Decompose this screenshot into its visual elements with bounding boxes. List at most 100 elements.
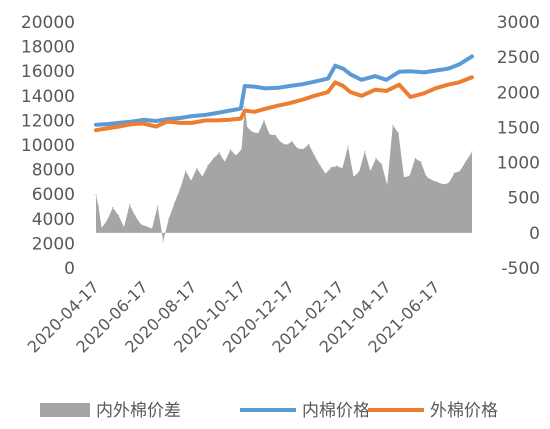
spread-point xyxy=(257,132,259,134)
spread-point xyxy=(420,161,422,163)
left-axis-tick-label: 10000 xyxy=(21,136,75,156)
domestic-price-point xyxy=(154,119,158,123)
spread-point xyxy=(280,141,282,143)
foreign-price-point xyxy=(179,121,182,125)
spread-point xyxy=(263,119,265,121)
spread-point xyxy=(129,204,131,206)
foreign-price-point xyxy=(117,125,120,128)
spread-point xyxy=(459,170,461,172)
spread-point xyxy=(213,157,215,159)
domestic-price-point xyxy=(422,71,426,74)
spread-point xyxy=(106,219,108,221)
spread-point xyxy=(151,228,153,230)
right-axis-ticks: -500 0 500 1000 1500 2000 2500 3000 xyxy=(497,13,540,279)
left-axis-tick-label: 2000 xyxy=(32,234,75,254)
domestic-price-point xyxy=(264,87,267,90)
domestic-price-point xyxy=(446,67,450,70)
foreign-price-point xyxy=(342,84,345,88)
domestic-price-point xyxy=(434,69,437,72)
spread-point xyxy=(414,157,416,159)
spread-point xyxy=(140,223,142,225)
right-axis-tick-label: 500 xyxy=(508,189,540,209)
spread-point xyxy=(145,225,147,228)
left-axis-tick-label: 18000 xyxy=(21,38,75,58)
domestic-price-point xyxy=(253,85,256,88)
spread-point xyxy=(285,144,287,146)
right-axis-tick-label: 3000 xyxy=(497,13,540,33)
domestic-price-point xyxy=(277,86,280,90)
spread-point xyxy=(336,165,338,167)
foreign-price-point xyxy=(215,119,218,122)
foreign-price-point xyxy=(253,110,256,114)
price-lines-layer xyxy=(94,54,474,133)
domestic-price-point xyxy=(409,70,412,73)
left-axis-tick-label: 20000 xyxy=(21,13,75,33)
spread-point xyxy=(341,167,343,169)
spread-point xyxy=(207,164,209,166)
spread-point xyxy=(224,161,226,163)
foreign-price-point xyxy=(360,94,363,98)
domestic-price-point xyxy=(142,118,145,122)
domestic-price-point xyxy=(228,109,231,112)
foreign-price-point xyxy=(422,92,426,95)
foreign-price-point xyxy=(277,104,280,107)
spread-point xyxy=(274,134,276,136)
domestic-price-point xyxy=(313,80,316,83)
domestic-price-point xyxy=(239,107,242,110)
domestic-price-point xyxy=(458,63,461,66)
spread-point xyxy=(291,140,293,143)
foreign-price-point xyxy=(326,90,330,94)
spread-point xyxy=(229,149,231,151)
spread-point xyxy=(437,181,439,183)
domestic-price-point xyxy=(360,78,363,82)
foreign-price-point xyxy=(130,122,134,126)
left-axis-tick-label: 4000 xyxy=(32,210,75,230)
foreign-price-point xyxy=(239,117,242,120)
foreign-price-point xyxy=(458,81,461,84)
left-axis-tick-label: 14000 xyxy=(21,87,75,107)
right-axis-tick-label: 2500 xyxy=(497,48,540,68)
domestic-price-point xyxy=(385,78,388,82)
foreign-price-point xyxy=(154,125,158,128)
spread-point xyxy=(173,202,175,204)
spread-point xyxy=(123,226,125,228)
legend-label: 外棉价格 xyxy=(430,401,498,421)
spread-point xyxy=(471,151,473,153)
spread-area-layer xyxy=(95,106,473,242)
spread-point xyxy=(347,145,349,147)
spread-point xyxy=(218,152,220,154)
domestic-price-point xyxy=(190,114,194,118)
spread-point xyxy=(112,207,114,209)
spread-point xyxy=(364,150,366,152)
spread-point xyxy=(179,188,181,190)
right-axis-tick-label: -500 xyxy=(501,259,540,279)
spread-point xyxy=(297,147,299,150)
foreign-price-point xyxy=(190,121,194,125)
x-axis-ticks: 2020-04-172020-06-172020-08-172020-10-17… xyxy=(24,277,444,356)
spread-point xyxy=(375,157,377,159)
right-axis-tick-label: 1500 xyxy=(497,118,540,138)
spread-point xyxy=(95,194,97,196)
domestic-price-point xyxy=(342,67,345,70)
spread-point xyxy=(403,176,405,178)
spread-point xyxy=(235,154,237,157)
foreign-price-point xyxy=(302,98,305,101)
spread-point xyxy=(201,176,203,178)
legend: 内外棉价差 内棉价格 外棉价格 xyxy=(40,401,498,421)
spread-point xyxy=(392,124,394,126)
left-axis-ticks: 0 2000 4000 6000 8000 10000 12000 14000 16000 180… xyxy=(21,13,75,279)
domestic-price-point xyxy=(204,113,207,117)
foreign-price-point xyxy=(106,127,109,130)
spread-point xyxy=(381,163,383,165)
spread-point xyxy=(302,148,304,150)
foreign-price-point xyxy=(288,102,291,105)
foreign-price-point xyxy=(349,90,352,94)
spread-point xyxy=(308,143,310,145)
foreign-price-point xyxy=(434,87,437,90)
foreign-price-point xyxy=(313,94,316,98)
spread-point xyxy=(465,161,467,163)
domestic-price-point xyxy=(243,84,246,88)
domestic-price-point xyxy=(179,116,182,120)
domestic-price-point xyxy=(374,74,377,78)
spread-point xyxy=(252,131,254,133)
